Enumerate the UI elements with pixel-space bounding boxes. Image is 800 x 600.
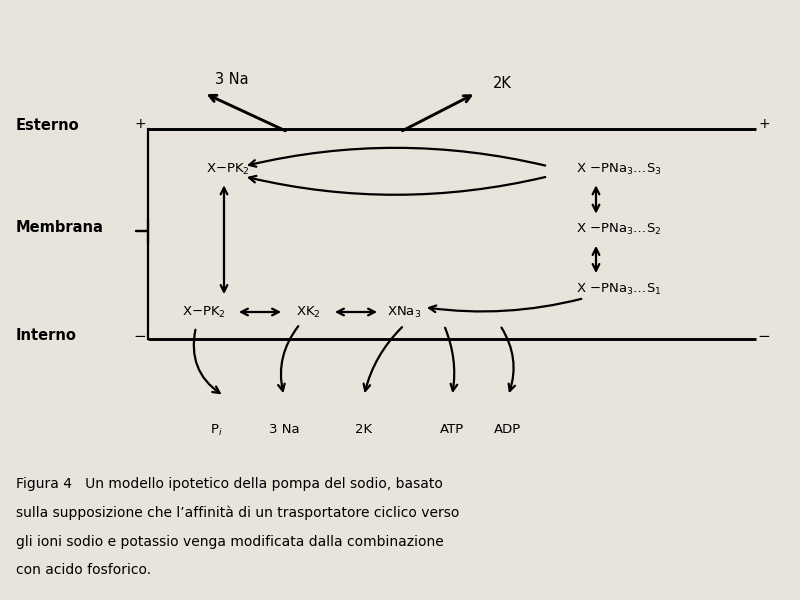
Text: sulla supposizione che l’affinità di un trasportatore ciclico verso: sulla supposizione che l’affinità di un … xyxy=(16,506,459,520)
Text: 3 Na: 3 Na xyxy=(215,72,249,87)
Text: con acido fosforico.: con acido fosforico. xyxy=(16,563,151,577)
Text: Interno: Interno xyxy=(16,329,77,343)
Text: ATP: ATP xyxy=(440,423,464,436)
Text: Membrana: Membrana xyxy=(16,220,104,235)
Text: X$-$PK$_2$: X$-$PK$_2$ xyxy=(206,161,250,177)
Text: 2K: 2K xyxy=(493,76,512,91)
Text: XK$_2$: XK$_2$ xyxy=(296,304,320,320)
Text: gli ioni sodio e potassio venga modificata dalla combinazione: gli ioni sodio e potassio venga modifica… xyxy=(16,535,444,548)
Text: Esterno: Esterno xyxy=(16,118,80,133)
Text: XNa$_3$: XNa$_3$ xyxy=(387,304,421,320)
Text: 3 Na: 3 Na xyxy=(269,423,299,436)
Text: 2K: 2K xyxy=(355,423,373,436)
Text: −: − xyxy=(134,329,146,344)
Text: P$_i$: P$_i$ xyxy=(210,423,222,438)
Text: −: − xyxy=(758,329,770,344)
Text: +: + xyxy=(134,117,146,131)
Text: ADP: ADP xyxy=(494,423,522,436)
Text: X $-$PNa$_3$$\ldots$S$_2$: X $-$PNa$_3$$\ldots$S$_2$ xyxy=(576,222,662,238)
Text: X $-$PNa$_3$$\ldots$S$_3$: X $-$PNa$_3$$\ldots$S$_3$ xyxy=(576,161,662,177)
Text: Figura 4   Un modello ipotetico della pompa del sodio, basato: Figura 4 Un modello ipotetico della pomp… xyxy=(16,477,443,491)
Text: X$-$PK$_2$: X$-$PK$_2$ xyxy=(182,304,226,320)
Text: X $-$PNa$_3$$\ldots$S$_1$: X $-$PNa$_3$$\ldots$S$_1$ xyxy=(576,281,662,297)
Text: +: + xyxy=(758,117,770,131)
